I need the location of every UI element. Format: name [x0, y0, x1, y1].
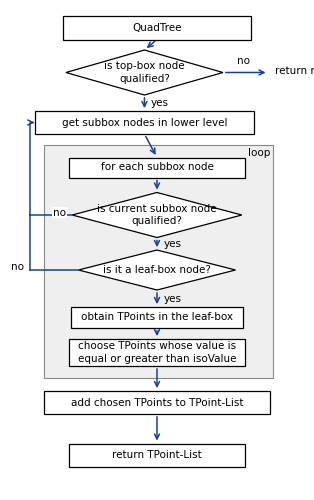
Text: get subbox nodes in lower level: get subbox nodes in lower level [62, 118, 227, 128]
Text: add chosen TPoints to TPoint-List: add chosen TPoints to TPoint-List [71, 398, 243, 407]
Text: return TPoint-List: return TPoint-List [112, 450, 202, 460]
FancyBboxPatch shape [44, 391, 270, 414]
Text: no: no [237, 56, 250, 66]
Text: yes: yes [163, 294, 181, 304]
FancyBboxPatch shape [69, 158, 245, 178]
Polygon shape [66, 50, 223, 95]
Text: is current subbox node
qualified?: is current subbox node qualified? [97, 204, 217, 226]
Text: choose TPoints whose value is
equal or greater than isoValue: choose TPoints whose value is equal or g… [78, 342, 236, 363]
Polygon shape [72, 192, 242, 238]
Text: obtain TPoints in the leaf-box: obtain TPoints in the leaf-box [81, 312, 233, 322]
Text: return null: return null [275, 66, 314, 76]
FancyBboxPatch shape [44, 145, 273, 378]
FancyBboxPatch shape [63, 16, 251, 40]
Text: no: no [11, 262, 24, 272]
Text: is it a leaf-box node?: is it a leaf-box node? [103, 265, 211, 275]
Text: for each subbox node: for each subbox node [100, 162, 214, 172]
Text: QuadTree: QuadTree [132, 22, 182, 32]
Text: yes: yes [163, 239, 181, 248]
FancyBboxPatch shape [71, 307, 243, 328]
Text: is top-box node
qualified?: is top-box node qualified? [104, 62, 185, 84]
Text: loop: loop [248, 148, 270, 158]
Text: no: no [53, 208, 66, 218]
FancyBboxPatch shape [69, 444, 245, 466]
Text: yes: yes [151, 98, 169, 108]
FancyBboxPatch shape [69, 339, 245, 366]
FancyBboxPatch shape [35, 111, 254, 134]
Polygon shape [78, 250, 236, 290]
